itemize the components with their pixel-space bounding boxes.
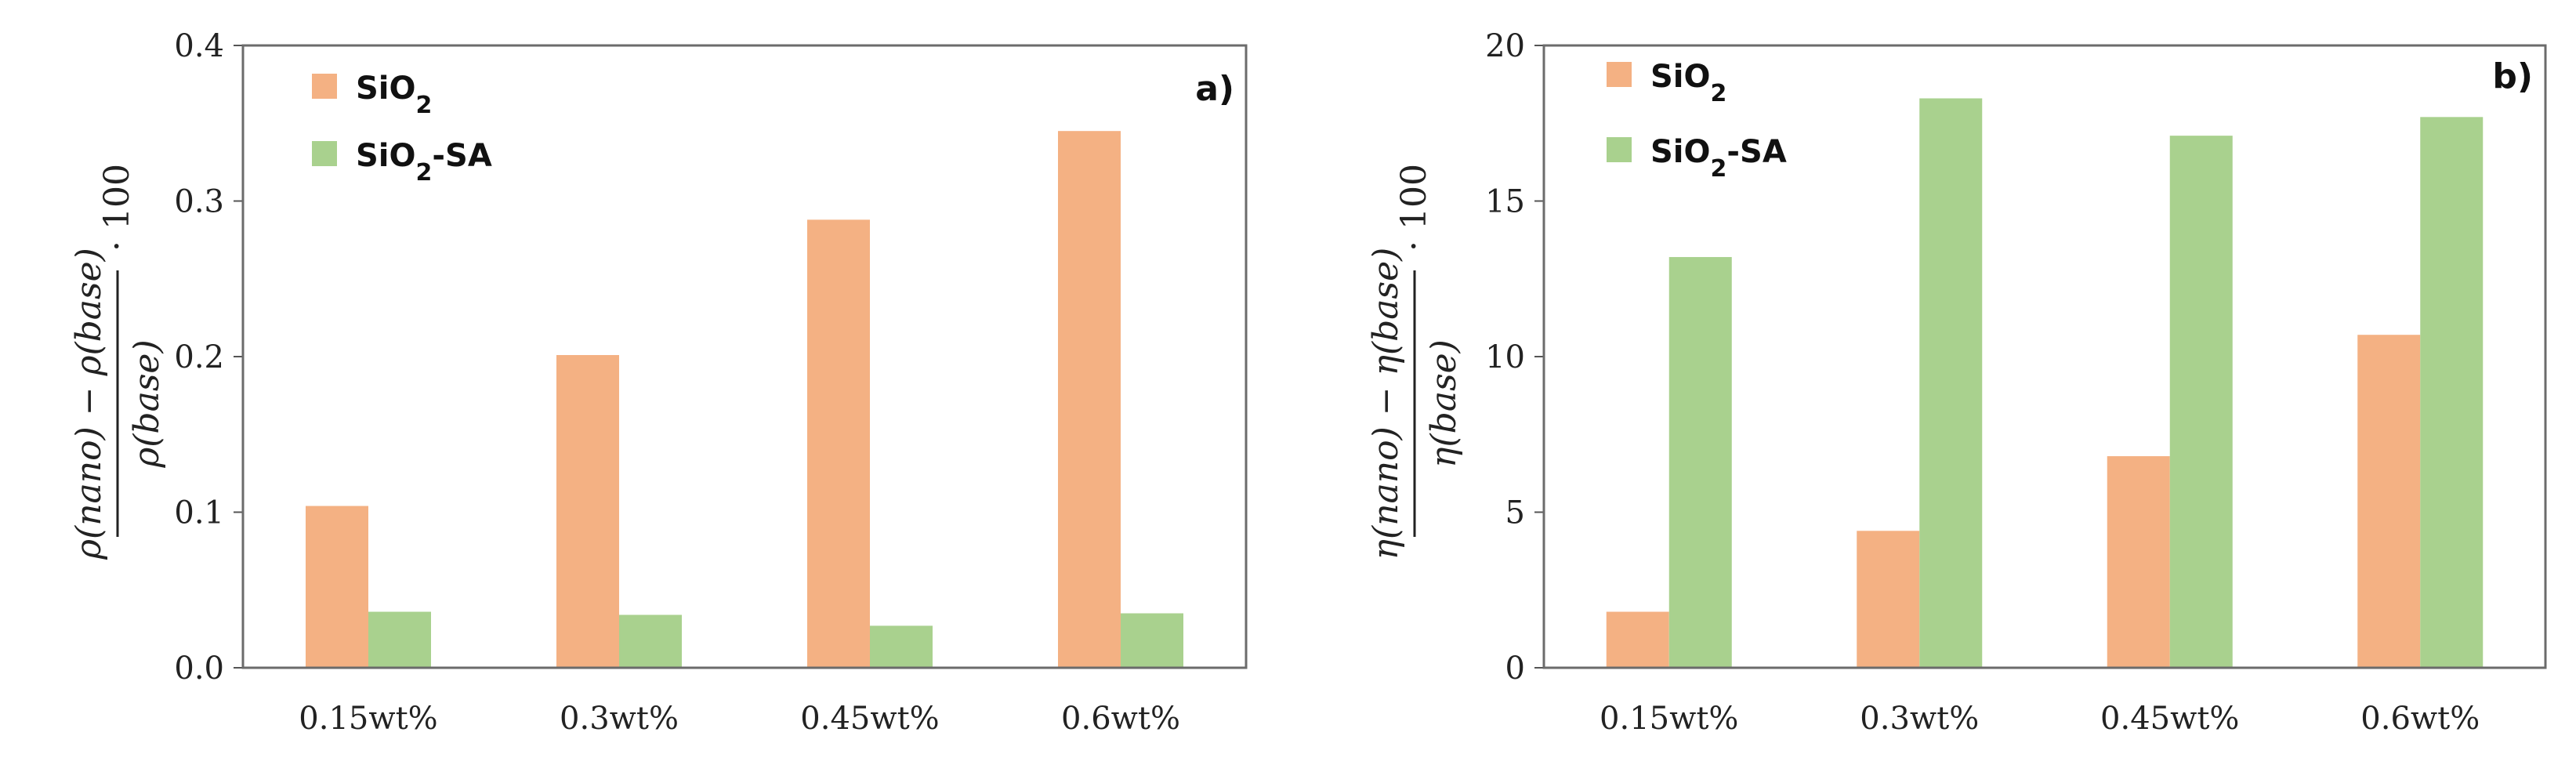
- y-axis-label-factor: · 100: [1394, 164, 1434, 252]
- y-tick-label: 0.4: [174, 28, 224, 64]
- x-tick-label: 0.45wt%: [2100, 701, 2239, 737]
- bar-sio2-sa: [1668, 256, 1732, 669]
- y-tick-label: 0.0: [174, 651, 224, 687]
- legend-label: SiO2-SA: [1650, 134, 1787, 183]
- panel-label: b): [2492, 56, 2533, 96]
- y-tick-label: 20: [1485, 28, 1525, 64]
- legend-label: SiO2: [356, 71, 432, 119]
- legend-swatch: [312, 141, 337, 166]
- legend: SiO2 SiO2-SA: [312, 71, 492, 187]
- x-tick-label: 0.3wt%: [560, 701, 679, 737]
- x-tick-label: 0.6wt%: [2360, 701, 2480, 737]
- x-tick-label: 0.15wt%: [299, 701, 437, 737]
- bar-sio2: [1606, 611, 1669, 668]
- bar-sio2: [306, 506, 368, 668]
- bar-sio2-sa: [619, 614, 682, 668]
- x-tick-label: 0.3wt%: [1860, 701, 1979, 737]
- x-tick-label: 0.45wt%: [800, 701, 939, 737]
- chart-panel-2: 0 5 10 15 20 0.15wt% 0.3wt% 0.45wt% 0.6wt% b) SiO2…: [1366, 28, 2547, 737]
- x-tick-label: 0.6wt%: [1061, 701, 1180, 737]
- bar-sio2: [2107, 456, 2170, 668]
- bar-sio2: [1058, 131, 1121, 669]
- y-tick-label: 0.3: [174, 184, 224, 220]
- panel-label: a): [1195, 69, 1234, 109]
- bar-sio2-sa: [2420, 117, 2484, 668]
- y-tick-label: 0.2: [174, 339, 224, 375]
- bar-sio2: [807, 219, 870, 668]
- legend-swatch: [1607, 137, 1632, 162]
- legend-swatch: [312, 74, 337, 99]
- plot-frame: [241, 44, 1248, 669]
- bar-sio2-sa: [1121, 613, 1183, 668]
- legend-label: SiO2: [1650, 59, 1726, 107]
- y-axis-label: η(nano) − η(base) η(base) · 100: [1366, 164, 1464, 560]
- bar-sio2-sa: [368, 611, 431, 668]
- legend: SiO2 SiO2-SA: [1607, 59, 1787, 183]
- y-tick-label: 0.1: [174, 495, 224, 531]
- y-axis-label: ρ(nano) − ρ(base) ρ(base) · 100: [69, 164, 167, 560]
- plot-frame: [1542, 44, 2547, 669]
- y-axis-label-denominator: η(base): [1424, 339, 1464, 468]
- chart-panel-1: 0.0 0.1 0.2 0.3 0.4 0.15wt% 0.3wt% 0.45wt% 0.6wt…: [69, 28, 1248, 737]
- bar-sio2-sa: [2169, 136, 2233, 668]
- y-axis-label-numerator: η(nano) − η(base): [1366, 248, 1406, 560]
- bar-sio2: [1857, 531, 1920, 668]
- y-axis-label-numerator: ρ(nano) − ρ(base): [69, 248, 109, 560]
- y-tick-label: 0: [1505, 651, 1525, 687]
- bar-sio2-sa: [870, 625, 933, 668]
- y-tick-label: 5: [1505, 495, 1525, 531]
- bar-sio2-sa: [1919, 98, 1983, 669]
- x-tick-label: 0.15wt%: [1600, 701, 1738, 737]
- legend-label: SiO2-SA: [356, 138, 492, 187]
- bar-sio2: [2357, 335, 2421, 668]
- legend-swatch: [1607, 62, 1632, 87]
- y-tick-label: 10: [1485, 339, 1525, 375]
- y-axis-label-denominator: ρ(base): [127, 339, 167, 468]
- y-tick-label: 15: [1485, 184, 1525, 220]
- bar-sio2: [556, 355, 619, 668]
- y-axis-label-factor: · 100: [97, 164, 137, 252]
